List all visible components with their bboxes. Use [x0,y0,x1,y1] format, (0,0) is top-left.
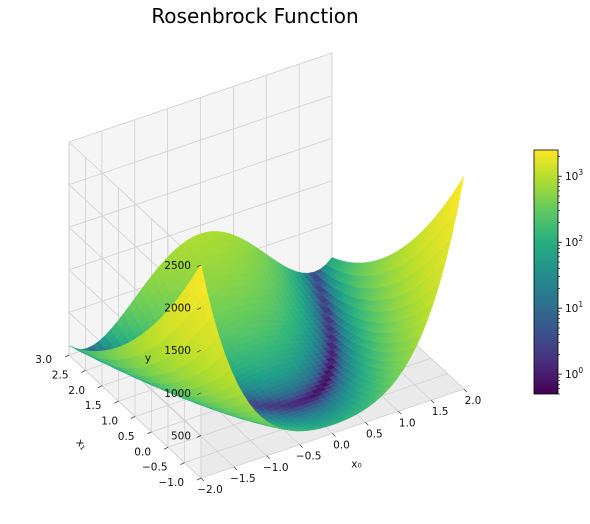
x0-tick-label: −0.5 [296,451,322,463]
x1-axis-label: x₁ [73,437,89,453]
y-tick-mark [196,349,202,353]
y-tick-mark [196,435,202,438]
x0-tick-mark [430,399,435,404]
x1-tick-label: 1.0 [101,416,118,428]
y-tick-label: 1500 [164,345,191,357]
x1-tick-label: 2.5 [52,369,69,381]
y-tick-label: 2500 [164,260,191,272]
x1-tick-mark [163,446,169,450]
x0-tick-mark [233,466,238,471]
x0-tick-label: −1.5 [230,473,256,485]
x1-tick-mark [81,370,86,373]
x1-tick-label: 3.0 [35,354,52,366]
colorbar-tick-label: 102 [565,234,583,249]
x1-tick-mark [180,462,185,465]
x1-tick-label: 0.0 [134,446,151,458]
y-tick-label: 500 [171,430,191,442]
x1-tick-mark [64,354,70,358]
y-tick-mark [196,392,202,396]
grid-line [68,180,333,271]
x1-tick-label: 0.5 [118,431,135,443]
x0-tick-mark [299,444,303,448]
x1-tick-label: −0.5 [142,462,168,474]
x0-tick-mark [200,477,205,482]
x0-tick-mark [397,410,402,415]
grid-line [68,52,333,143]
colorbar: 100 101 102 103 [533,149,583,395]
x0-tick-label: −2.0 [197,484,223,496]
chart-title: Rosenbrock Function [151,4,359,28]
colorbar-tick-label: 101 [565,300,583,315]
y-tick-label: 2000 [164,303,191,315]
surface-mesh [68,175,465,432]
x1-tick-mark [114,400,119,404]
x1-tick-mark [97,385,103,389]
x1-tick-mark [196,477,202,481]
x1-tick-label: 2.0 [68,385,85,397]
x0-tick-label: 1.0 [399,417,416,429]
x1-tick-label: 1.5 [85,400,102,412]
x0-tick-mark [332,433,336,437]
y-tick-mark [196,307,202,310]
colorbar-tick-label: 100 [565,366,583,381]
x0-tick-mark [463,388,468,393]
x0-tick-mark [365,422,369,426]
x0-tick-label: 0.5 [366,428,383,440]
x0-tick-label: −1.0 [263,462,289,474]
colorbar-tick-label: 103 [565,168,583,183]
grid-line [68,137,333,228]
grid-line [68,141,202,266]
axis-ticks: −2.0−1.5−1.0−0.50.00.51.01.52.0−1.0−0.50… [35,260,481,496]
x1-tick-mark [130,416,136,419]
colorbar-gradient [533,149,559,395]
x0-tick-mark [266,455,271,460]
x1-tick-label: −1.0 [159,477,185,489]
y-axis-label: y [145,353,151,365]
x0-tick-label: 2.0 [465,395,482,407]
y-tick-mark [196,264,202,268]
x0-axis-label: x₀ [351,459,361,471]
grid-line [68,95,333,185]
x0-tick-label: 0.0 [333,440,350,452]
y-tick-label: 1000 [164,388,191,400]
x1-tick-mark [147,431,152,435]
surface-patch [454,175,465,212]
x0-tick-label: 1.5 [432,406,449,418]
